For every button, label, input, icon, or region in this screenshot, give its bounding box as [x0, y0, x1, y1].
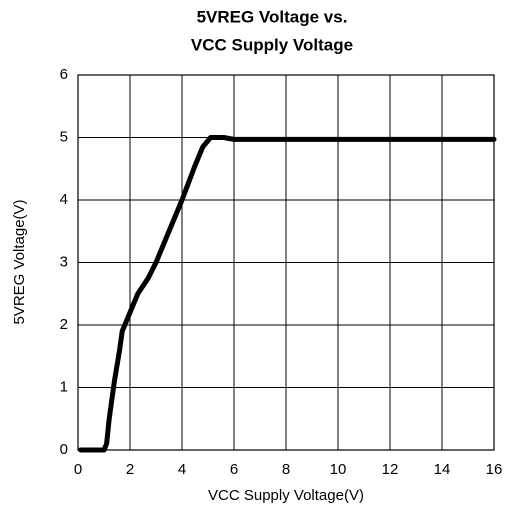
y-tick-label: 1 — [60, 378, 68, 395]
x-tick-label: 4 — [178, 461, 186, 478]
x-tick-label: 0 — [74, 461, 82, 478]
x-tick-label: 6 — [230, 461, 238, 478]
x-tick-label: 12 — [382, 461, 399, 478]
x-axis-label: VCC Supply Voltage(V) — [208, 487, 364, 504]
y-tick-label: 0 — [60, 441, 68, 458]
x-tick-label: 2 — [126, 461, 134, 478]
y-tick-label: 3 — [60, 253, 68, 270]
y-tick-label: 5 — [60, 128, 68, 145]
plot-frame — [77, 74, 495, 451]
data-line — [78, 135, 497, 453]
chart-title: VCC Supply Voltage — [191, 35, 353, 54]
chart-title: 5VREG Voltage vs. — [197, 7, 348, 26]
x-tick-label: 14 — [434, 461, 451, 478]
x-tick-label: 8 — [282, 461, 290, 478]
y-axis-label: 5VREG Voltage(V) — [11, 199, 28, 324]
x-tick-label: 16 — [486, 461, 503, 478]
y-tick-label: 6 — [60, 66, 68, 83]
y-tick-label: 2 — [60, 316, 68, 333]
y-tick-label: 4 — [60, 191, 68, 208]
x-tick-label: 10 — [330, 461, 347, 478]
